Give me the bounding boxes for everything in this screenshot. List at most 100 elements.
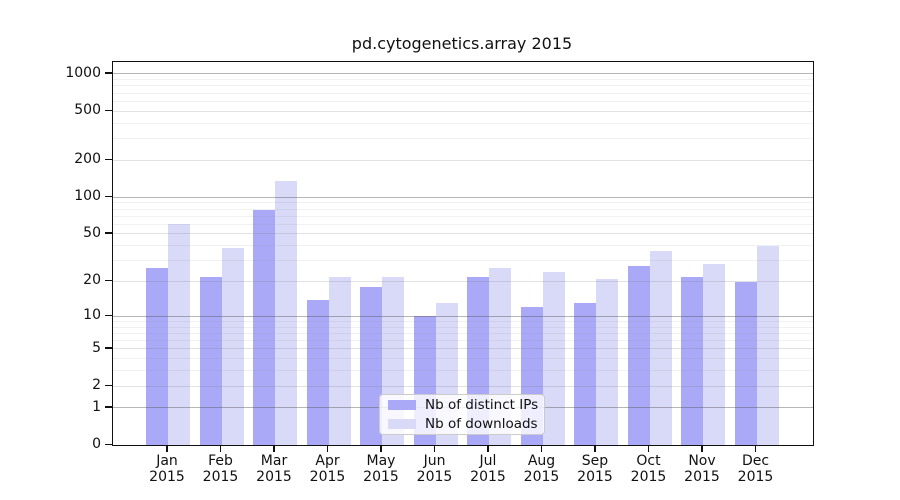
gridline-80 — [113, 208, 813, 210]
x-tick-oct — [647, 445, 650, 452]
y-tick-label: 500 — [74, 102, 101, 119]
gridline-7 — [113, 332, 813, 334]
x-tick-label-oct: Oct 2015 — [617, 453, 681, 485]
x-tick-jan — [166, 445, 168, 452]
legend-label-distinct-ips: Nb of distinct IPs — [425, 397, 539, 413]
x-tick-sep — [594, 445, 596, 452]
bar-distinct-ips-apr — [306, 299, 329, 445]
bar-distinct-ips-feb — [199, 276, 222, 445]
gridline-60 — [113, 223, 813, 225]
x-tick-year: 2015 — [416, 469, 453, 485]
y-tick-label: 2 — [92, 377, 101, 393]
x-tick-month: Jun — [423, 453, 446, 469]
chart-title: pd.cytogenetics.array 2015 — [351, 34, 573, 53]
x-tick-label-nov: Nov 2015 — [670, 453, 734, 485]
x-tick-nov — [701, 445, 703, 452]
x-tick-label-jun: Jun 2015 — [403, 453, 467, 485]
bar-downloads-dec — [756, 245, 779, 445]
y-tick-200 — [105, 158, 112, 160]
x-tick-year: 2015 — [577, 469, 613, 485]
gridline-2 — [113, 385, 813, 387]
x-tick-label-mar: Mar 2015 — [242, 453, 306, 485]
y-tick-500 — [105, 109, 112, 111]
bar-distinct-ips-sep — [574, 303, 596, 445]
x-tick-label-feb: Feb 2015 — [189, 453, 253, 485]
x-tick-apr — [326, 445, 329, 452]
x-tick-year: 2015 — [684, 469, 720, 485]
x-tick-month: May — [366, 453, 396, 469]
gridline-50 — [113, 233, 813, 235]
gridline-100 — [113, 196, 813, 198]
legend-label-downloads: Nb of downloads — [425, 416, 538, 432]
gridline-5 — [113, 348, 813, 350]
x-tick-label-jan: Jan 2015 — [135, 453, 199, 485]
legend-item-distinct-ips: Nb of distinct IPs — [388, 397, 539, 413]
y-tick-label: 100 — [74, 188, 101, 205]
x-tick-month: Mar — [260, 453, 288, 469]
x-tick-feb — [219, 445, 222, 452]
gridline-90 — [113, 202, 813, 204]
bar-distinct-ips-oct — [627, 266, 650, 445]
gridline-3 — [113, 370, 813, 372]
gridline-700 — [113, 92, 813, 94]
y-tick-label: 20 — [83, 272, 101, 289]
x-tick-month: Sep — [581, 453, 609, 469]
x-tick-label-jul: Jul 2015 — [456, 453, 520, 485]
legend-swatch-downloads-icon — [388, 419, 416, 429]
x-tick-month: Apr — [315, 453, 340, 469]
x-tick-month: Oct — [636, 453, 661, 469]
gridline-8 — [113, 326, 813, 328]
bar-distinct-ips-may — [360, 286, 382, 445]
gridline-600 — [113, 100, 813, 102]
y-tick-5 — [105, 347, 112, 349]
gridline-900 — [113, 79, 813, 81]
x-tick-year: 2015 — [470, 469, 506, 485]
y-tick-50 — [105, 232, 112, 234]
x-tick-year: 2015 — [149, 469, 185, 485]
x-tick-aug — [540, 445, 543, 452]
x-tick-year: 2015 — [737, 469, 774, 485]
bar-distinct-ips-dec — [734, 281, 757, 445]
x-tick-month: Nov — [688, 453, 716, 469]
bar-downloads-nov — [703, 264, 725, 445]
legend: Nb of distinct IPs Nb of downloads — [379, 394, 545, 435]
y-tick-label: 0 — [92, 436, 101, 452]
gridline-4 — [113, 358, 813, 360]
y-tick-label: 50 — [83, 224, 101, 241]
y-tick-0 — [105, 443, 112, 445]
gridline-800 — [113, 85, 813, 87]
gridline-10 — [113, 315, 813, 317]
x-tick-jun — [433, 445, 436, 452]
y-tick-1 — [105, 406, 112, 408]
x-tick-year: 2015 — [202, 469, 239, 485]
x-tick-month: Jul — [479, 453, 497, 469]
x-tick-jul — [487, 445, 489, 452]
gridline-9 — [113, 320, 813, 322]
x-tick-may — [380, 445, 382, 452]
x-tick-month: Feb — [208, 453, 233, 469]
x-tick-year: 2015 — [363, 469, 399, 485]
gridline-6 — [113, 339, 813, 341]
legend-swatch-distinct-ips-icon — [388, 400, 416, 410]
plot-area: Nb of distinct IPs Nb of downloads — [112, 61, 814, 446]
bar-downloads-apr — [328, 276, 351, 445]
bar-downloads-feb — [221, 248, 244, 445]
y-tick-20 — [105, 279, 112, 282]
bar-distinct-ips-jan — [146, 268, 168, 445]
gridline-200 — [113, 159, 813, 161]
bar-downloads-jan — [168, 224, 190, 445]
x-tick-label-sep: Sep 2015 — [563, 453, 627, 485]
gridline-30 — [113, 260, 813, 262]
x-tick-label-dec: Dec 2015 — [724, 453, 788, 485]
x-tick-year: 2015 — [309, 469, 346, 485]
y-tick-10 — [105, 314, 112, 317]
x-tick-label-may: May 2015 — [349, 453, 413, 485]
y-tick-1000 — [105, 72, 112, 74]
x-tick-year: 2015 — [630, 469, 667, 485]
x-tick-mar — [273, 445, 275, 452]
bar-distinct-ips-nov — [681, 276, 703, 445]
x-tick-year: 2015 — [256, 469, 292, 485]
gridline-20 — [113, 280, 813, 282]
y-tick-100 — [105, 195, 112, 197]
